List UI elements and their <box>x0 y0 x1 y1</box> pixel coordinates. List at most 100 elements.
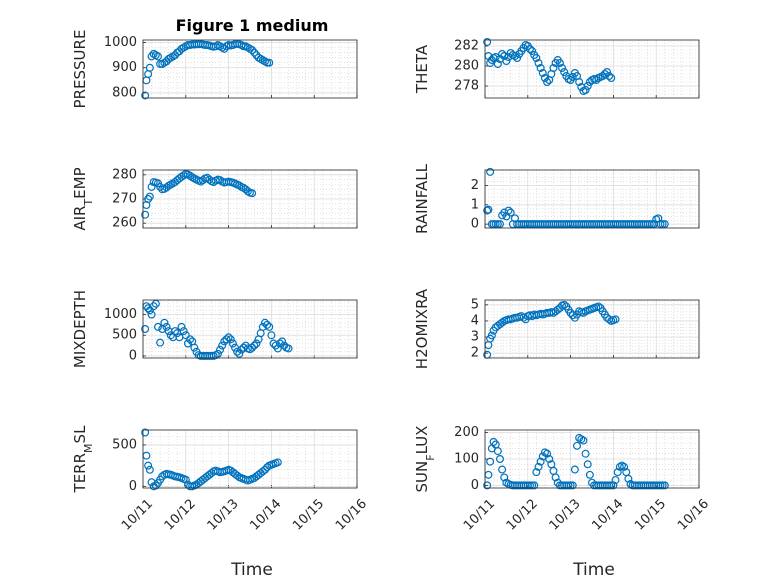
panel-theta-data-point <box>583 81 592 90</box>
panel-rainfall: 0 1 2 RAINFALL <box>413 163 700 234</box>
panel-mixdepth-data-point <box>149 302 158 311</box>
panel-mixdepth-data-point <box>177 322 186 331</box>
panel-sun-flux-data-point <box>605 481 614 490</box>
panel-sun-flux-data-point <box>530 481 539 490</box>
panel-sun-flux-data-point <box>620 462 629 471</box>
panel-sun-flux-data-point <box>498 465 507 474</box>
panel-sun-flux-data-point <box>532 468 541 477</box>
panel-air-temp-data-point <box>147 182 156 191</box>
panel-sun-flux-x-tick-label: 10/16 <box>675 496 712 533</box>
panel-pressure-data-point <box>250 48 259 57</box>
panel-sun-flux-data-point <box>660 481 669 490</box>
panel-theta-data-point <box>491 52 500 61</box>
panel-sun-flux-data-point <box>566 481 575 490</box>
panel-theta-data-point <box>534 58 543 67</box>
panel-mixdepth-data-point <box>218 341 227 350</box>
panel-theta-data-point <box>600 69 609 78</box>
panel-theta-data-point <box>549 63 558 72</box>
panel-rainfall-data-point <box>483 206 492 215</box>
panel-sun-flux-data-point <box>528 481 537 490</box>
panel-theta-data-point <box>575 77 584 86</box>
panel-sun-flux-y-tick-label: 200 <box>454 425 479 440</box>
panel-theta-y-tick-label: 280 <box>454 59 479 74</box>
panel-rainfall-data-point <box>660 220 669 229</box>
panel-mixdepth-data-point <box>153 322 162 331</box>
panel-theta-y-axis-label: THETA <box>413 44 431 94</box>
panel-terr-msl-x-tick-label: 10/11 <box>119 496 156 533</box>
panel-mixdepth-data-point <box>228 339 237 348</box>
panel-mixdepth-data-point <box>284 344 293 353</box>
panel-h2omixra: 23 45 H2OMIXRA <box>413 288 700 369</box>
panel-sun-flux-y-tick-label: 100 <box>454 452 479 467</box>
panel-rainfall-data-point <box>656 220 665 229</box>
panel-h2omixra-y-axis-label: H2OMIXRA <box>413 288 431 369</box>
panel-sun-flux-data-point <box>624 474 633 483</box>
panel-mixdepth-data-point <box>141 325 150 334</box>
panel-sun-flux: 10/11 10/12 10/13 10/14 10/15 10/16 0 100 200 SUN… <box>413 425 712 533</box>
panel-h2omixra-data-point <box>611 315 620 324</box>
panel-theta-data-point <box>483 37 492 46</box>
panel-air-temp-data-point <box>235 181 244 190</box>
panel-mixdepth-data-point <box>250 341 259 350</box>
panel-rainfall-data-point <box>491 220 500 229</box>
panel-rainfall-plot-area <box>485 170 699 228</box>
panel-theta-data-point <box>536 63 545 72</box>
panel-sun-flux-data-point <box>658 481 667 490</box>
panel-mixdepth-data-point <box>162 322 171 331</box>
panel-sun-flux-x-tick-label: 10/12 <box>504 496 541 533</box>
panel-air-temp: 260 270 280 AIRTEMP <box>71 167 358 231</box>
panel-sun-flux-axes-box <box>484 429 700 489</box>
figure-title: Figure 1 medium <box>176 16 329 35</box>
x-axis-label-right: Time <box>572 560 615 580</box>
panel-mixdepth-data-point <box>190 343 199 352</box>
panel-rainfall-y-axis-label: RAINFALL <box>413 163 431 234</box>
panel-pressure-data-point <box>265 58 274 67</box>
panel-mixdepth-data-point <box>263 320 272 329</box>
panel-sun-flux-data-point <box>568 481 577 490</box>
panel-mixdepth-data-point <box>252 339 261 348</box>
panel-theta-data-point <box>605 71 614 80</box>
panel-pressure-data-point <box>153 52 162 61</box>
panel-mixdepth-data-point <box>267 331 276 340</box>
panel-mixdepth-data-point <box>222 335 231 344</box>
panel-theta-data-point <box>607 73 616 82</box>
panel-mixdepth-data-point <box>181 331 190 340</box>
panel-terr-msl-data-point <box>263 463 272 472</box>
panel-theta-data-point <box>558 63 567 72</box>
panel-sun-flux-data-point <box>585 470 594 479</box>
panel-h2omixra-data-point <box>553 305 562 314</box>
panel-theta: 278 280 282 THETA <box>413 37 700 99</box>
panel-theta-data-point <box>560 67 569 76</box>
panel-theta-data-point <box>581 85 590 94</box>
panel-terr-msl-x-tick-label: 10/12 <box>162 496 199 533</box>
panel-air-temp-data-point <box>186 171 195 180</box>
panel-mixdepth-axes-box <box>142 299 358 359</box>
panel-terr-msl-axes-box <box>142 429 358 489</box>
panel-rainfall-data-point <box>506 208 515 217</box>
panel-mixdepth-data-point <box>179 327 188 336</box>
panel-mixdepth-y-tick-label: 0 <box>129 348 137 363</box>
panel-air-temp-data-point <box>141 210 150 219</box>
panel-theta-data-point <box>525 44 534 53</box>
panel-mixdepth-data-point <box>235 349 244 358</box>
panel-h2omixra-y-tick-label: 2 <box>471 346 479 361</box>
panel-sun-flux-data-point <box>583 460 592 469</box>
panel-sun-flux-x-tick-label: 10/11 <box>461 496 498 533</box>
panel-h2omixra-data-point <box>498 318 507 327</box>
panel-terr-msl-x-tick-label: 10/13 <box>205 496 242 533</box>
panel-mixdepth-data-point <box>183 339 192 348</box>
panel-sun-flux-x-tick-label: 10/14 <box>589 496 626 533</box>
panel-mixdepth-data-point <box>186 335 195 344</box>
panel-sun-flux-data-point <box>486 457 495 466</box>
panel-pressure-plot-area <box>143 40 357 98</box>
panel-theta-data-point <box>510 51 519 60</box>
panel-mixdepth-data-point <box>224 333 233 342</box>
panel-sun-flux-y-axis-label: SUNFLUX <box>413 426 437 493</box>
panel-theta-data-point <box>540 73 549 82</box>
panel-terr-msl-data-point <box>181 475 190 484</box>
panel-pressure-y-tick-label: 800 <box>112 85 137 100</box>
panel-terr-msl-data-point <box>260 465 269 474</box>
panel-mixdepth-data-point <box>275 339 284 348</box>
panel-terr-msl-x-tick-label: 10/16 <box>333 496 370 533</box>
panel-air-temp-y-tick-label: 280 <box>112 167 137 182</box>
